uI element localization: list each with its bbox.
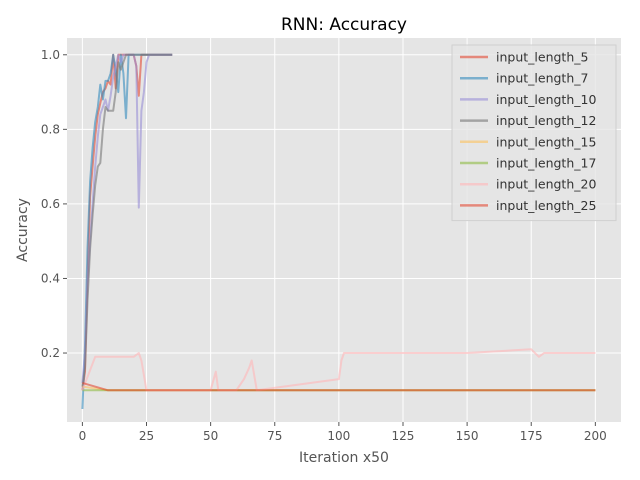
legend-label: input_length_25 — [496, 198, 596, 213]
legend-label: input_length_7 — [496, 71, 588, 86]
legend-label: input_length_17 — [496, 156, 596, 171]
tick-labels: 0 25 50 75 100 125 150 175 200 0.2 0.4 0.6 0.8 1.0 — [41, 48, 607, 443]
x-axis-label: Iteration x50 — [299, 450, 389, 466]
x-tick-label: 150 — [456, 429, 479, 443]
x-tick-label: 200 — [584, 429, 607, 443]
grid-lines — [67, 38, 621, 422]
series-line-input_length_12 — [81, 53, 173, 387]
series-lines — [81, 53, 596, 410]
legend-label: input_length_20 — [496, 177, 596, 192]
series-line-input_length_20 — [81, 348, 596, 392]
legend-label: input_length_15 — [496, 134, 596, 149]
x-tick-label: 25 — [139, 429, 154, 443]
x-tick-label: 0 — [79, 429, 87, 443]
series-line-input_length_25 — [82, 381, 596, 392]
x-tick-label: 100 — [327, 429, 350, 443]
y-tick-label: 0.2 — [41, 346, 60, 360]
y-tick-label: 0.8 — [41, 122, 60, 136]
y-axis-label: Accuracy — [15, 198, 31, 262]
legend-label: input_length_10 — [496, 92, 596, 107]
legend: input_length_5 input_length_7 input_length… — [451, 44, 617, 222]
legend-box — [451, 44, 617, 222]
x-tick-label: 125 — [392, 429, 415, 443]
x-tick-label: 75 — [267, 429, 282, 443]
chart-title: RNN: Accuracy — [281, 15, 407, 35]
y-tick-label: 0.4 — [41, 271, 60, 285]
legend-label: input_length_5 — [496, 50, 588, 65]
x-tick-label: 50 — [203, 429, 218, 443]
x-tick-label: 175 — [520, 429, 543, 443]
y-tick-label: 0.6 — [41, 197, 60, 211]
legend-label: input_length_12 — [496, 113, 596, 128]
y-tick-label: 1.0 — [41, 48, 60, 62]
